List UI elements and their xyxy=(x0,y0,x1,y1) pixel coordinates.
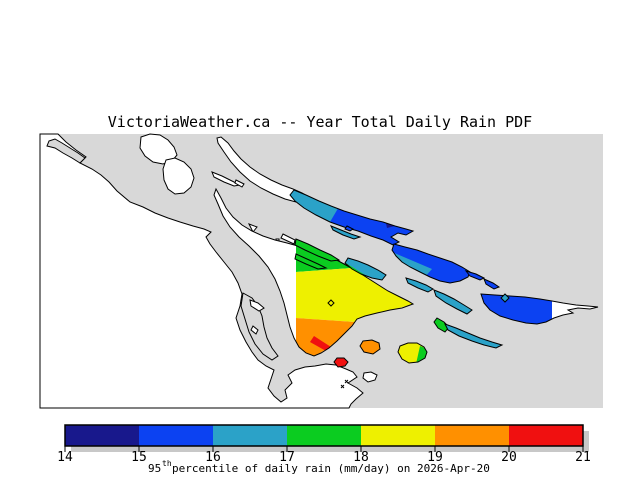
colorbar-segment-18-19 xyxy=(361,425,435,446)
islet-orange xyxy=(359,339,381,355)
island-green-islet xyxy=(433,317,450,333)
colorbar-segments xyxy=(65,425,583,446)
islet-sliver-1 xyxy=(211,171,242,187)
colorbar-border xyxy=(64,424,584,447)
islet-sliver-2 xyxy=(234,179,245,188)
tick-label-20: 20 xyxy=(501,450,517,465)
island-galiano-teal-strip xyxy=(290,190,340,222)
island-galiano-outline xyxy=(289,189,415,246)
island-saturna-outline xyxy=(391,243,471,284)
tick-label-19: 19 xyxy=(427,450,443,465)
caption-superscript: th xyxy=(162,459,172,468)
islet-blue-sliver-2 xyxy=(483,278,501,290)
colorbar-caption: 95 th percentile of daily rain (mm/day) … xyxy=(148,459,490,475)
colorbar: 14 15 16 17 18 19 20 21 95 th percentile… xyxy=(57,424,591,475)
islet-yellow-outline xyxy=(397,342,428,364)
island-green-strip-1 xyxy=(294,238,341,262)
island-saltspring-red-zone xyxy=(310,336,331,351)
caption-text: percentile of daily rain (mm/day) on 202… xyxy=(172,462,490,475)
colorbar-segment-19-20 xyxy=(435,425,509,446)
tick-label-14: 14 xyxy=(57,450,73,465)
colorbar-tick-marks xyxy=(64,446,584,452)
island-kuper xyxy=(162,157,195,195)
pocket-islet-1 xyxy=(249,299,265,312)
colorbar-segment-14-15 xyxy=(65,425,139,446)
islet-triangle xyxy=(247,223,258,233)
island-mayne-outline xyxy=(344,257,387,281)
colorbar-segment-20-21 xyxy=(509,425,583,446)
island-green-strip-2 xyxy=(294,253,328,270)
colorbar-segment-17-18 xyxy=(287,425,361,446)
islet-blue-sliver-1 xyxy=(464,270,486,281)
island-saltspring-outline xyxy=(213,187,415,357)
tick-label-17: 17 xyxy=(279,450,295,465)
island-saltspring-orange-zone xyxy=(296,318,355,356)
island-east-diamond-mark xyxy=(500,293,510,303)
figure-title: VictoriaWeather.ca -- Year Total Daily R… xyxy=(108,113,532,131)
islet-sliver-4 xyxy=(344,225,354,232)
inlet-arm xyxy=(46,138,86,164)
colorbar-tick-labels: 14 15 16 17 18 19 20 21 xyxy=(57,450,591,465)
caption-number: 95 xyxy=(148,462,161,475)
island-east-blue-outline xyxy=(480,293,599,325)
islet-sliver-3 xyxy=(329,225,362,240)
islet-tiny-mark-2 xyxy=(340,384,345,389)
tick-label-21: 21 xyxy=(575,450,591,465)
colorbar-segment-15-16 xyxy=(139,425,213,446)
islet-tiny-mark-1 xyxy=(344,379,349,384)
tick-label-15: 15 xyxy=(131,450,147,465)
colorbar-segment-16-17 xyxy=(213,425,287,446)
island-saltspring-yellow-zone xyxy=(296,268,413,322)
island-teal-chain-2 xyxy=(433,289,473,315)
islet-red xyxy=(333,357,349,368)
tick-label-16: 16 xyxy=(205,450,221,465)
island-saltspring-lake-diamond xyxy=(327,299,335,307)
island-green-strip-west-sliver xyxy=(280,233,296,245)
islet-white-south xyxy=(362,371,378,383)
island-teal-strip-south xyxy=(443,323,504,349)
pocket-islet-2 xyxy=(250,325,259,335)
tick-label-18: 18 xyxy=(353,450,369,465)
landmass-vancouver-island xyxy=(39,133,364,409)
island-teal-chain-1 xyxy=(405,277,434,293)
map-panel xyxy=(39,133,603,409)
